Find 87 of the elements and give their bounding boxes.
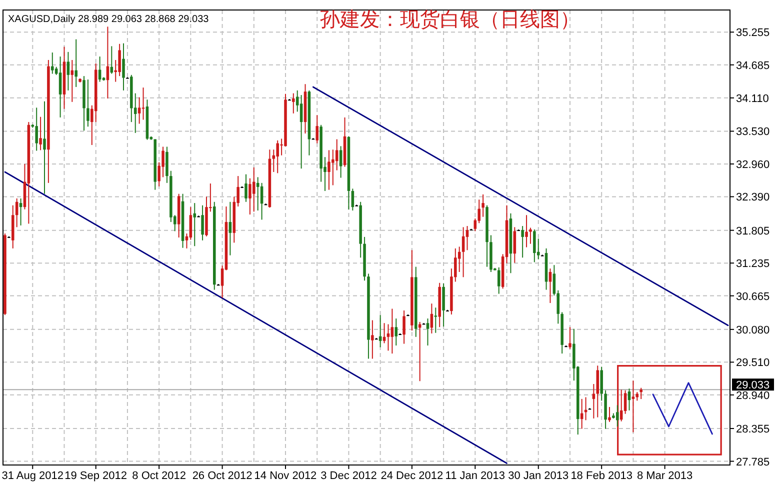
candlestick [98,56,102,82]
candlestick [228,201,232,256]
candlestick [394,318,398,346]
x-tick-label: 11 Jan 2013 [445,470,506,482]
y-tick-label: 32.390 [736,192,770,204]
candlestick [442,282,445,328]
candlestick [371,320,374,360]
x-tick-label: 14 Nov 2012 [254,470,317,482]
ref-line-label: 29.033 [736,380,770,392]
y-tick-label: 34.110 [736,92,769,105]
candlestick [616,404,619,428]
candlestick [248,178,252,216]
x-tick-label: 8 Oct 2012 [132,470,186,482]
line-series [652,382,713,435]
candlestick [35,107,38,152]
candlestick [193,202,196,247]
x-tick-label: 24 Dec 2012 [380,470,444,482]
candlestick [482,194,484,218]
candlestick [568,326,572,350]
annotation: XAGUSD,Daily 28.989 29.063 28.868 29.033 [8,14,210,25]
candlestick [332,149,334,186]
y-tick-label: 35.255 [736,27,770,40]
candlestick [608,406,611,422]
y-tick-label: 30.080 [736,324,770,336]
candlestick [382,322,386,344]
candlestick [244,174,248,202]
candlestick [529,227,532,244]
candlestick [58,56,62,118]
candlestick [426,318,430,346]
candlestick [418,321,422,382]
candlestick [189,206,192,240]
candlestick [201,204,204,241]
candlestick [513,226,516,264]
y-tick-label: 31.235 [736,258,770,270]
chart-title: 孙建发：现货白银（日线图） [320,9,580,31]
candlestick [316,114,318,144]
candlestick [118,43,121,77]
candlestick [351,188,354,211]
candlestick [86,79,90,128]
candlestick [292,92,295,114]
x-tick-label: 8 Mar 2013 [636,470,693,482]
candlestick [300,94,303,170]
candlestick [533,228,536,263]
candlestick [122,42,125,91]
candlestick [462,226,465,278]
x-tick-label: 31 Aug 2012 [2,470,64,482]
candlestick [335,138,338,171]
y-tick-label: 27.785 [736,456,770,468]
candlestick [525,214,528,248]
candlestick [19,198,22,226]
candlestick [434,307,438,334]
candlestick [390,308,394,354]
x-tick-label: 18 Feb 2013 [570,470,632,482]
candlestick [39,116,42,151]
candlestick [256,176,260,211]
x-tick-label: 30 Jan 2013 [508,470,569,482]
candlestick [162,146,164,178]
y-tick-label: 28.355 [736,424,770,436]
candlestick [596,365,600,418]
candlestick [497,266,500,294]
y-tick-label: 34.685 [736,60,770,72]
y-tick-label: 29.510 [736,357,770,370]
candlestick [276,140,279,174]
candlestick [142,87,145,120]
candlestick [466,226,469,251]
y-tick-label: 30.665 [736,290,770,303]
y-tick-label: 31.805 [736,225,770,238]
candlestick [74,38,78,88]
candlestick [402,310,406,344]
candlestick [51,52,54,74]
candlestick [600,366,603,402]
candlestick [66,51,70,91]
candlestick [43,100,46,194]
x-tick-label: 19 Sep 2012 [64,470,128,482]
candlestick [328,150,330,190]
y-tick-label: 32.960 [736,158,770,171]
candlestick [632,380,635,433]
candlestick [386,324,390,352]
y-tick-label: 33.530 [736,126,770,138]
candlestick [339,146,342,178]
candlestick [138,96,141,124]
candlestick [521,226,524,258]
candlestick [640,387,642,400]
x-tick-label: 3 Dec 2012 [320,470,377,482]
y-tick-label: 28.940 [736,390,770,402]
candlestick [252,166,256,212]
x-tick-label: 26 Oct 2012 [192,470,252,482]
